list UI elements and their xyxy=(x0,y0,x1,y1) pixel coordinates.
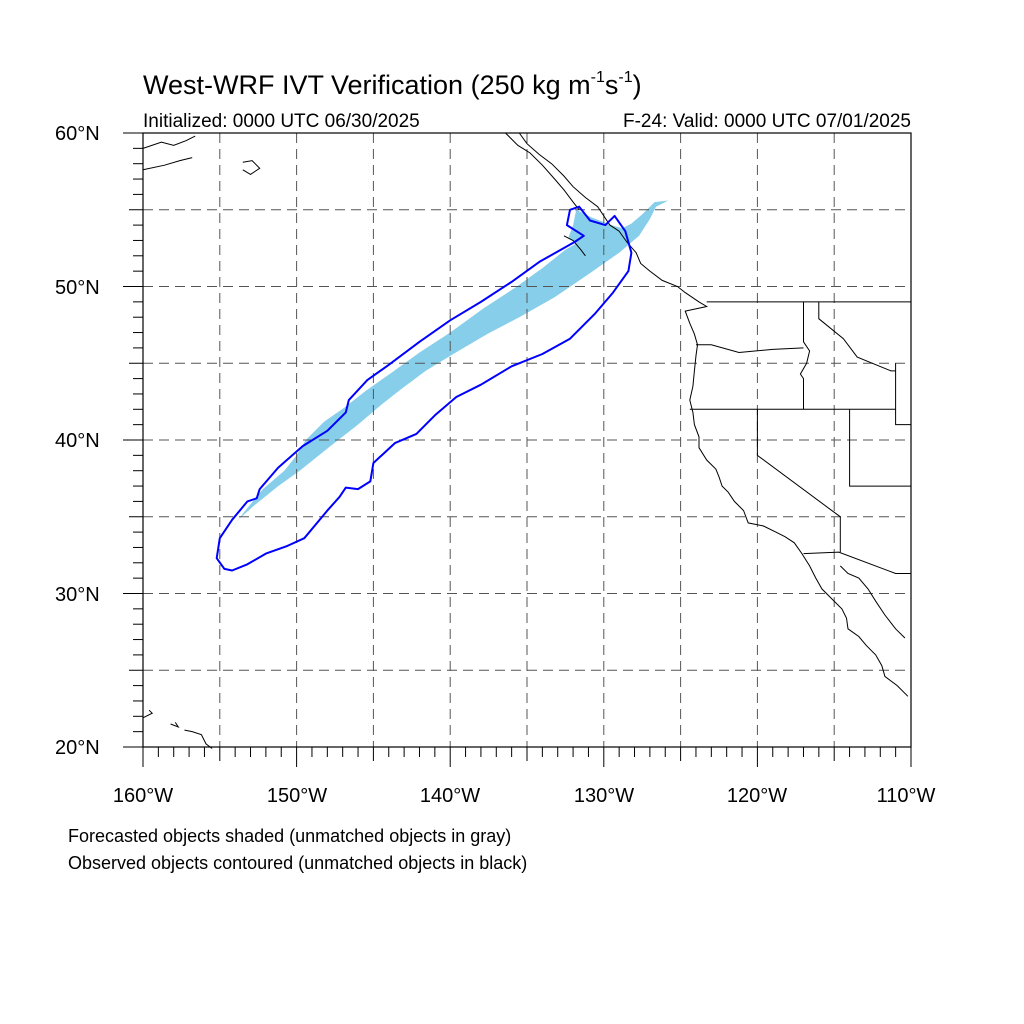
coastline-alaska-peninsula-south xyxy=(142,157,193,171)
observed-object-contour xyxy=(215,205,633,572)
border-us-mexico xyxy=(803,551,911,574)
lon-label-130w: 130°W xyxy=(573,785,635,807)
border-idaho-west xyxy=(799,301,811,410)
border-california-nevada xyxy=(756,409,841,553)
lat-label-50n: 50°N xyxy=(55,277,100,299)
hawaii-oahu xyxy=(170,722,180,729)
lat-label-20n: 20°N xyxy=(55,737,100,759)
valid-time: F-24: Valid: 0000 UTC 07/01/2025 xyxy=(623,111,911,132)
border-washington-oregon xyxy=(696,344,804,354)
coastline-alaska-panhandle xyxy=(505,132,580,211)
lon-label-110w: 110°W xyxy=(876,785,936,807)
hawaii-islands xyxy=(184,729,213,749)
border-nevada-utah xyxy=(849,409,911,487)
hawaii-kauai xyxy=(142,709,154,719)
haida-gwaii xyxy=(563,235,586,257)
legend-observed-note: Observed objects contoured (unmatched ob… xyxy=(68,853,528,873)
lon-label-120w: 120°W xyxy=(726,785,788,807)
coastline-gulf xyxy=(839,565,906,639)
forecast-object-shaded xyxy=(225,200,669,537)
initialized-time: Initialized: 0000 UTC 06/30/2025 xyxy=(143,111,420,132)
coastline-west xyxy=(518,132,909,697)
legend-forecast-note: Forecasted objects shaded (unmatched obj… xyxy=(68,826,512,846)
lat-label-40n: 40°N xyxy=(55,430,100,452)
kodiak-island xyxy=(242,160,261,175)
lon-label-140w: 140°W xyxy=(419,785,481,807)
lat-label-60n: 60°N xyxy=(55,123,100,145)
border-idaho-montana xyxy=(818,301,896,372)
lat-label-30n: 30°N xyxy=(55,584,100,606)
lon-label-150w: 150°W xyxy=(266,785,328,807)
border-wyoming xyxy=(895,363,911,426)
coastline-alaska-peninsula xyxy=(142,135,196,149)
map-title: West-WRF IVT Verification (250 kg m-1s-1… xyxy=(143,69,642,100)
lon-label-160w: 160°W xyxy=(112,785,174,807)
